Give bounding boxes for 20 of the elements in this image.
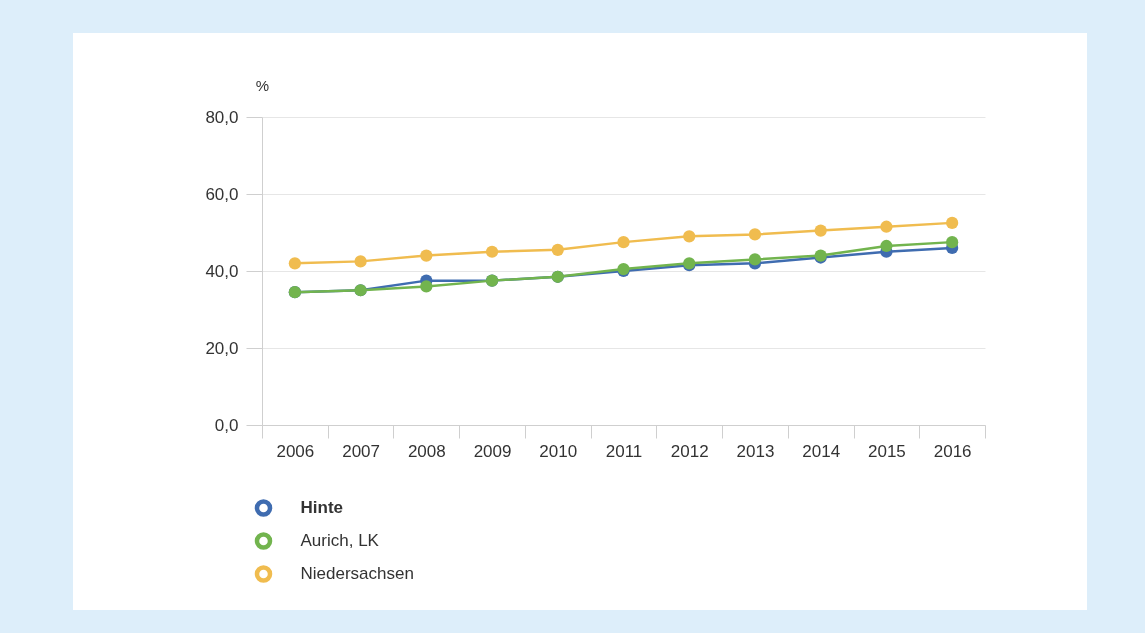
x-tick-label: 2011 bbox=[605, 441, 643, 461]
x-tick-label: 2012 bbox=[670, 441, 709, 461]
x-tick-label: 2014 bbox=[802, 441, 841, 461]
x-tick-label: 2006 bbox=[276, 441, 315, 461]
y-tick-label: 80,0 bbox=[205, 107, 239, 127]
legend-label: Aurich, LK bbox=[300, 531, 380, 550]
legend-label: Hinte bbox=[300, 498, 343, 517]
x-tick-label: 2010 bbox=[539, 441, 578, 461]
y-tick-label: 40,0 bbox=[205, 261, 239, 281]
y-tick-label: 60,0 bbox=[205, 184, 239, 204]
y-tick-label: 20,0 bbox=[205, 338, 239, 358]
x-tick-label: 2015 bbox=[868, 441, 906, 461]
y-tick-label: 0,0 bbox=[214, 415, 239, 435]
x-tick-label: 2007 bbox=[342, 441, 380, 461]
x-tick-label: 2016 bbox=[933, 441, 972, 461]
x-tick-label: 2008 bbox=[407, 441, 446, 461]
legend-label: Niedersachsen bbox=[300, 564, 414, 583]
x-tick-label: 2013 bbox=[736, 441, 775, 461]
y-axis-title: % bbox=[255, 76, 270, 94]
x-tick-label: 2009 bbox=[473, 441, 512, 461]
